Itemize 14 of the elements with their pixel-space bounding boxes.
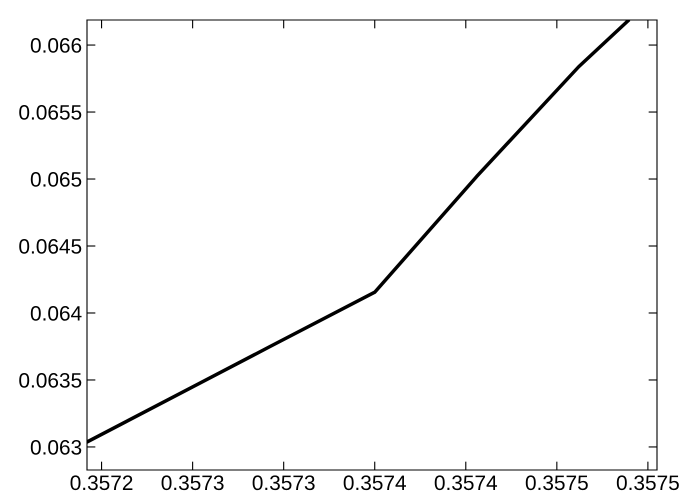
x-tick-label: 0.3575 [616,475,679,490]
y-tick-label: 0.0645 [19,239,82,254]
y-tick-label: 0.065 [30,172,82,187]
x-tick-label: 0.3574 [344,475,406,490]
y-tick-label: 0.0655 [19,105,82,120]
y-tick-label: 0.064 [30,306,82,321]
y-tick-label: 0.0635 [19,372,82,388]
x-tick-label: 0.3574 [434,475,498,490]
x-tick-label: 0.3572 [70,475,132,490]
x-tick-label: 0.3573 [252,475,315,490]
x-tick-label: 0.3573 [162,475,224,490]
y-tick-label: 0.063 [30,440,82,455]
y-tick-label: 0.066 [30,38,82,53]
x-tick-label: 0.3575 [526,475,588,490]
